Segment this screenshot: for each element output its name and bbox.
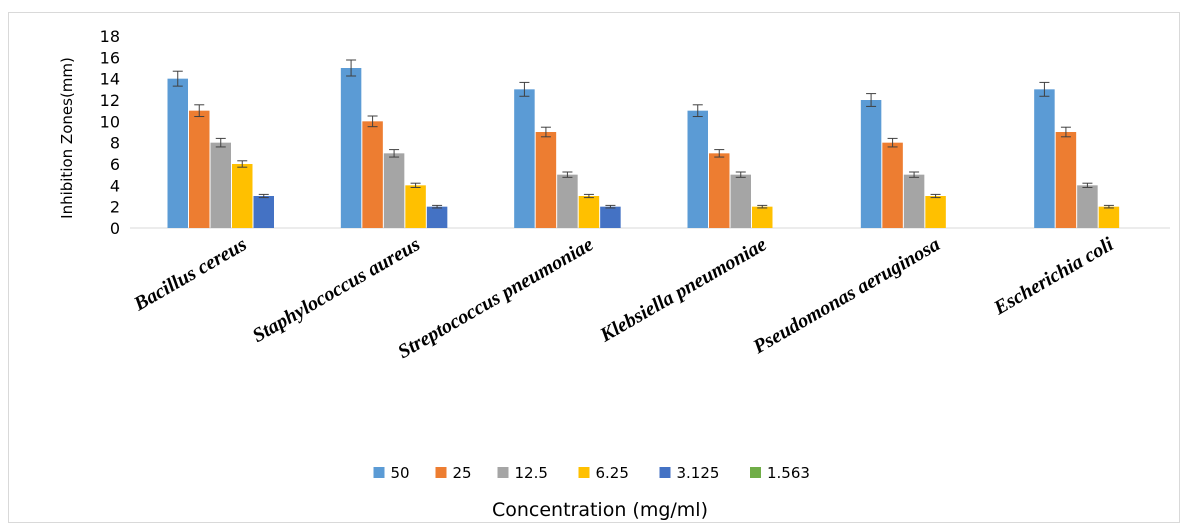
bar bbox=[925, 196, 946, 228]
bar bbox=[427, 207, 448, 228]
bar bbox=[254, 196, 275, 228]
bar bbox=[600, 207, 621, 228]
legend: 50 25 12.5 6.25 3.125 1.563 bbox=[374, 464, 810, 482]
y-tick-label: 4 bbox=[110, 176, 120, 195]
bar bbox=[405, 185, 426, 228]
bar bbox=[579, 196, 600, 228]
x-axis-label: Concentration (mg/ml) bbox=[492, 499, 708, 521]
bar bbox=[211, 143, 232, 228]
y-tick-label: 8 bbox=[110, 134, 120, 153]
legend-label: 1.563 bbox=[767, 464, 810, 482]
legend-label: 50 bbox=[391, 464, 410, 482]
bar bbox=[189, 111, 210, 228]
category-label: Klebsiella pneumoniae bbox=[596, 233, 771, 347]
legend-swatch bbox=[374, 467, 385, 478]
bar bbox=[514, 89, 535, 228]
y-axis-ticks: 0 2 4 6 8 10 12 14 16 18 bbox=[100, 27, 120, 238]
y-tick-label: 14 bbox=[100, 70, 120, 89]
bar bbox=[232, 164, 253, 228]
bars bbox=[168, 60, 1120, 228]
legend-swatch bbox=[660, 467, 671, 478]
y-tick-label: 0 bbox=[110, 219, 120, 238]
bar bbox=[688, 111, 709, 228]
legend-label: 6.25 bbox=[596, 464, 629, 482]
legend-swatch bbox=[498, 467, 509, 478]
bar bbox=[1077, 185, 1098, 228]
y-tick-label: 6 bbox=[110, 155, 120, 174]
y-tick-label: 12 bbox=[100, 91, 120, 110]
y-tick-label: 16 bbox=[100, 48, 120, 67]
legend-label: 12.5 bbox=[515, 464, 548, 482]
category-label: Streptococcus pneumoniae bbox=[394, 233, 597, 363]
legend-swatch bbox=[579, 467, 590, 478]
bar bbox=[384, 153, 405, 228]
bar bbox=[731, 175, 752, 228]
bar bbox=[861, 100, 882, 228]
legend-label: 3.125 bbox=[677, 464, 720, 482]
bar bbox=[752, 207, 773, 228]
legend-swatch bbox=[750, 467, 761, 478]
bar bbox=[341, 68, 362, 228]
bar bbox=[536, 132, 557, 228]
y-tick-label: 2 bbox=[110, 198, 120, 217]
legend-label: 25 bbox=[453, 464, 472, 482]
y-tick-label: 10 bbox=[100, 112, 120, 131]
y-tick-label: 18 bbox=[100, 27, 120, 46]
bar bbox=[1034, 89, 1055, 228]
bar bbox=[709, 153, 730, 228]
category-label: Escherichia coli bbox=[989, 233, 1117, 320]
bar bbox=[1099, 207, 1120, 228]
bar bbox=[168, 79, 189, 228]
category-label: Bacillus cereus bbox=[129, 233, 250, 316]
category-label: Staphylococcus aureus bbox=[249, 233, 424, 347]
bar bbox=[557, 175, 578, 228]
legend-swatch bbox=[436, 467, 447, 478]
bar bbox=[1056, 132, 1077, 228]
bar bbox=[904, 175, 925, 228]
bar bbox=[362, 121, 383, 228]
bar bbox=[882, 143, 903, 228]
y-axis-label: Inhibition Zones(mm) bbox=[58, 57, 76, 219]
category-label: Pseudomonas aeruginosa bbox=[749, 233, 944, 358]
